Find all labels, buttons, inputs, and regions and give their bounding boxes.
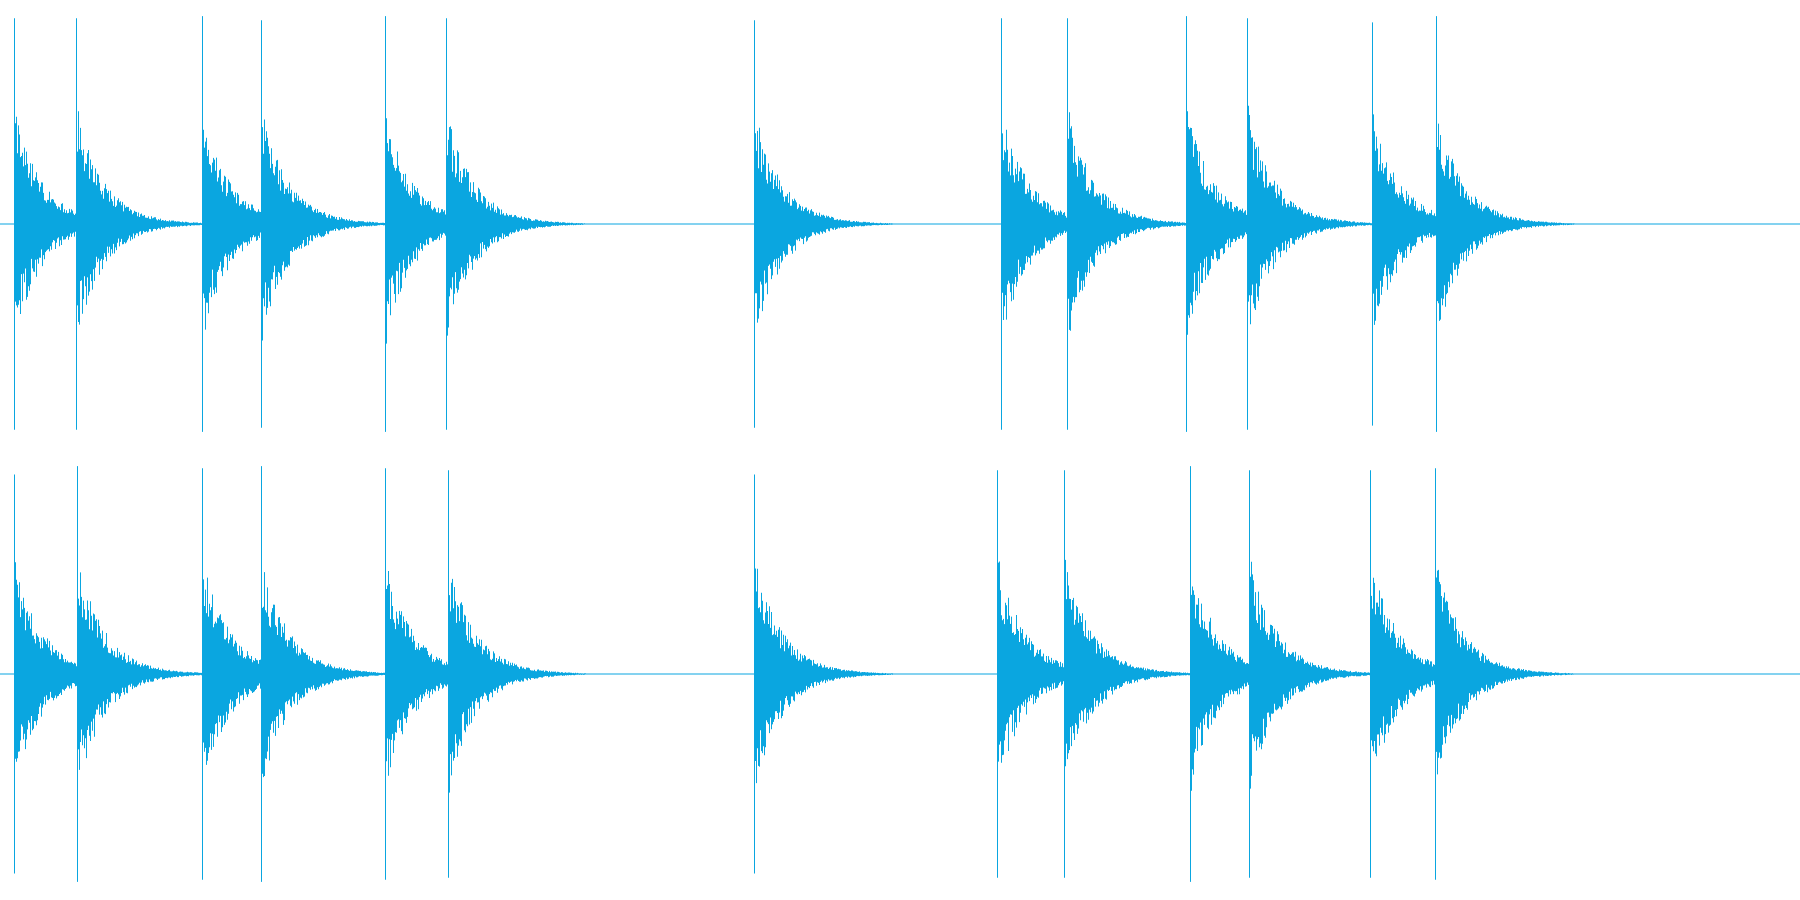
- waveform-signal: [14, 19, 1575, 422]
- waveform-channel-left: [0, 16, 1800, 432]
- waveform-signal: [14, 470, 1574, 881]
- waveform-channel-right: [0, 466, 1800, 882]
